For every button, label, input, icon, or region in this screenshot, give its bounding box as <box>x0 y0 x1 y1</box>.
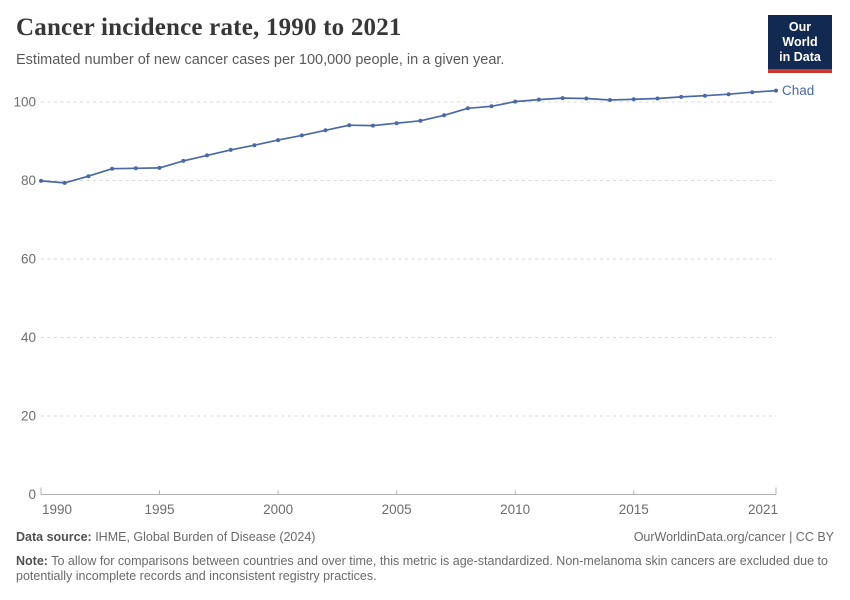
data-point <box>276 138 281 143</box>
data-point <box>679 94 684 99</box>
y-tick-label: 0 <box>28 487 36 502</box>
license-text: OurWorldinData.org/cancer | CC BY <box>633 530 834 544</box>
data-point <box>228 147 233 152</box>
x-tick-label: 2021 <box>748 502 778 517</box>
line-chart-svg[interactable]: 0 20 40 60 80 100 1990 1995 2000 2005 2010 2015 2021… <box>0 78 850 528</box>
data-point <box>536 97 541 102</box>
owid-logo[interactable]: Our World in Data <box>768 15 832 73</box>
x-tick-label: 2015 <box>619 502 649 517</box>
note-text: To allow for comparisons between countri… <box>16 553 828 584</box>
data-source-text: IHME, Global Burden of Disease (2024) <box>91 530 316 544</box>
x-tick-label: 2010 <box>500 502 530 517</box>
data-point <box>513 99 518 104</box>
data-point <box>157 165 162 170</box>
note-label: Note: <box>16 553 48 568</box>
y-tick-label: 60 <box>21 252 36 267</box>
owid-logo-redbar <box>768 69 832 73</box>
data-source-label: Data source: <box>16 530 92 544</box>
data-point <box>252 143 257 148</box>
page-title: Cancer incidence rate, 1990 to 2021 <box>16 14 402 41</box>
data-point <box>133 166 138 171</box>
data-source: Data source: IHME, Global Burden of Dise… <box>16 530 315 546</box>
y-tick-label: 100 <box>13 95 36 110</box>
data-point <box>347 123 352 128</box>
data-point <box>418 118 423 123</box>
x-tick-label: 1990 <box>42 502 72 517</box>
series-line <box>40 89 777 184</box>
data-point <box>39 178 43 183</box>
data-point <box>726 92 731 97</box>
data-point <box>442 113 447 118</box>
data-point <box>655 96 660 101</box>
data-point <box>465 106 470 111</box>
data-point <box>62 180 67 185</box>
x-tick-label: 2000 <box>263 502 293 517</box>
y-tick-label: 40 <box>21 330 36 345</box>
chart-subtitle: Estimated number of new cancer cases per… <box>16 51 505 68</box>
data-point <box>299 133 304 138</box>
data-point <box>750 90 755 95</box>
data-point <box>489 104 494 109</box>
data-point <box>110 166 115 171</box>
data-point <box>774 88 778 93</box>
data-point <box>560 96 565 101</box>
data-point <box>608 98 612 102</box>
data-point <box>631 97 636 102</box>
y-tick-label: 80 <box>21 173 36 188</box>
series-end-label: Chad <box>782 83 814 98</box>
data-point <box>394 121 399 126</box>
data-point <box>323 128 328 133</box>
y-tick-label: 20 <box>21 409 36 424</box>
data-point <box>584 96 589 101</box>
data-point <box>86 174 91 179</box>
owid-logo-line1: Our World <box>782 20 818 49</box>
data-point <box>702 93 707 98</box>
x-tick-label: 1995 <box>145 502 175 517</box>
footnote: Note: To allow for comparisons between c… <box>16 554 834 585</box>
chart-footer: Data source: IHME, Global Burden of Dise… <box>16 530 834 585</box>
data-point <box>370 123 375 128</box>
data-point <box>205 153 209 158</box>
chart-header: Cancer incidence rate, 1990 to 2021 Esti… <box>16 14 750 69</box>
data-point <box>181 158 186 163</box>
owid-logo-box: Our World in Data <box>768 15 832 69</box>
x-tick-label: 2005 <box>382 502 412 517</box>
source-row: Data source: IHME, Global Burden of Dise… <box>16 530 834 546</box>
owid-logo-line2: in Data <box>779 50 821 64</box>
